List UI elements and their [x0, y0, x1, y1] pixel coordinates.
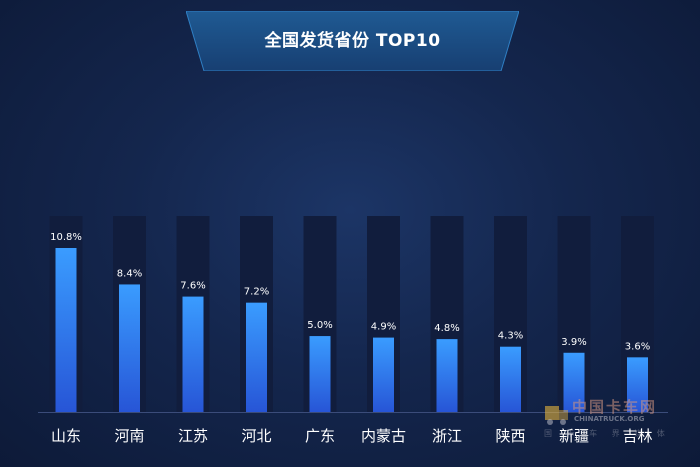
category-label: 广东 — [305, 427, 335, 445]
value-label: 5.0% — [307, 320, 332, 331]
value-label: 4.3% — [498, 331, 523, 342]
bar-7 — [436, 339, 458, 412]
bar-9 — [563, 352, 585, 412]
bar-1 — [55, 248, 77, 412]
bar-5 — [309, 336, 331, 412]
banner-shape — [186, 11, 519, 71]
bar-10 — [627, 357, 648, 412]
bar-6 — [373, 337, 394, 412]
value-label: 7.2% — [244, 287, 269, 298]
value-label: 7.6% — [180, 281, 205, 292]
value-label: 3.6% — [625, 341, 650, 352]
category-label: 河北 — [241, 427, 271, 445]
category-label: 山东 — [51, 427, 81, 445]
watermark: 中国卡车网 CHINATRUCK.ORG 国 卡 车 界 媒 体 — [542, 396, 692, 446]
category-label: 江苏 — [178, 427, 208, 445]
category-label: 新疆 — [559, 427, 589, 445]
category-label: 陕西 — [495, 427, 525, 445]
watermark-sub-text: 国 卡 车 界 媒 体 — [544, 429, 671, 438]
bar-2 — [119, 284, 140, 412]
category-label: 浙江 — [432, 427, 462, 445]
category-label: 吉林 — [622, 427, 652, 445]
chart-title: 全国发货省份 TOP10 — [264, 31, 441, 51]
value-label: 4.8% — [434, 323, 459, 334]
value-label: 8.4% — [117, 268, 142, 279]
category-label: 河南 — [114, 427, 144, 445]
value-label: 3.9% — [561, 337, 586, 348]
category-label: 内蒙古 — [361, 427, 406, 445]
value-label: 10.8% — [50, 232, 82, 243]
value-label: 4.9% — [371, 322, 396, 333]
truck-logo-icon — [545, 406, 568, 425]
title-banner: 全国发货省份 TOP10 — [186, 11, 519, 71]
bar-8 — [500, 346, 521, 412]
watermark-cn-text: 中国卡车网 — [572, 398, 658, 416]
bar-4 — [246, 302, 267, 412]
bar-3 — [182, 296, 204, 412]
watermark-en-text: CHINATRUCK.ORG — [574, 415, 645, 423]
